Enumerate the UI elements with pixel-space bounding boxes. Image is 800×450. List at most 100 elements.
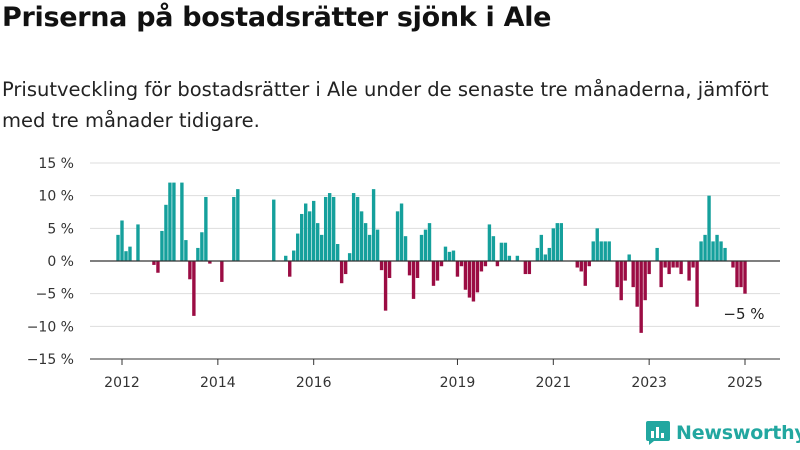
bar (200, 232, 204, 261)
bar (455, 261, 460, 277)
bar (311, 200, 316, 261)
bar (739, 261, 743, 288)
bar (575, 261, 579, 268)
bar (375, 229, 380, 261)
bar (335, 244, 340, 261)
bar (184, 240, 188, 261)
bar (459, 261, 464, 267)
bar (639, 261, 643, 333)
bar (559, 223, 563, 261)
bar (272, 199, 276, 261)
bar (363, 223, 368, 261)
bar (124, 251, 128, 261)
bar (599, 241, 603, 261)
bar (168, 182, 172, 261)
bar (463, 261, 468, 290)
bar (487, 224, 492, 261)
y-axis-labels: −15 % −10 % −5 % 0 % 5 % 10 % 15 % (27, 156, 74, 368)
bar (679, 261, 683, 275)
bar (180, 182, 184, 261)
bar (607, 241, 611, 261)
bar (603, 241, 607, 261)
y-tick-label: −15 % (27, 352, 74, 368)
bar (120, 220, 124, 261)
bar (535, 247, 540, 261)
bar (192, 261, 196, 316)
bar (675, 261, 679, 268)
bar (723, 247, 727, 261)
bar (495, 261, 500, 267)
bar (164, 204, 168, 261)
bar (387, 261, 392, 278)
bar (188, 261, 192, 280)
bar (160, 230, 164, 261)
bar-chart-logo-icon (646, 421, 670, 445)
bar (116, 234, 120, 261)
bar (383, 261, 388, 311)
bar (655, 247, 659, 261)
bar (415, 261, 420, 278)
bar (483, 261, 488, 267)
x-tick-label: 2016 (296, 375, 332, 391)
bar (451, 250, 456, 261)
x-tick-label: 2014 (200, 375, 236, 391)
bar (499, 242, 504, 261)
bar (308, 211, 312, 261)
bar (379, 261, 384, 271)
x-tick-label: 2021 (535, 375, 571, 391)
bar (419, 234, 424, 261)
bar (331, 196, 336, 261)
bar (695, 261, 699, 307)
bar (288, 261, 292, 277)
bar (319, 234, 324, 261)
bar (407, 261, 412, 276)
bar (208, 261, 212, 264)
bar (439, 261, 444, 267)
y-tick-label: −10 % (27, 319, 74, 335)
bar (515, 255, 520, 261)
bar (591, 241, 595, 261)
bar (359, 211, 364, 261)
y-tick-label: 15 % (38, 156, 74, 172)
bar (703, 234, 707, 261)
y-tick-label: 0 % (47, 254, 74, 270)
bar (595, 228, 599, 261)
bar (667, 261, 671, 275)
bar (691, 261, 695, 268)
bar (735, 261, 739, 288)
bar (395, 211, 400, 261)
bar (551, 228, 556, 261)
bar (156, 261, 160, 273)
y-tick-label: 10 % (38, 189, 74, 205)
y-tick-label: −5 % (36, 287, 74, 303)
bar-series (116, 182, 747, 333)
bar (715, 234, 719, 261)
latest-value-annotation: −5 % (723, 305, 764, 323)
bar (475, 261, 480, 293)
bar (503, 242, 508, 261)
bar (699, 241, 703, 261)
x-tick-label: 2019 (440, 375, 476, 391)
bar (527, 261, 532, 275)
bar (232, 196, 236, 261)
bar (296, 233, 300, 261)
bar (731, 261, 735, 268)
bar (443, 246, 448, 261)
bar (423, 229, 428, 261)
bar (399, 203, 404, 261)
bar (615, 261, 619, 288)
x-axis: 2012 2014 2016 2019 2021 2023 2025 (90, 358, 780, 391)
bar (327, 193, 332, 261)
brand-name: Newsworthy (676, 422, 800, 444)
bar (128, 246, 132, 261)
bar (367, 234, 372, 261)
bar (647, 261, 651, 275)
bar (236, 189, 240, 261)
bar (304, 203, 308, 261)
bar (707, 195, 711, 261)
bar (351, 193, 356, 261)
bar (643, 261, 647, 301)
y-tick-label: 5 % (47, 221, 74, 237)
bar (172, 182, 176, 261)
chart-subtitle: Prisutveckling för bostadsrätter i Ale u… (2, 78, 769, 132)
